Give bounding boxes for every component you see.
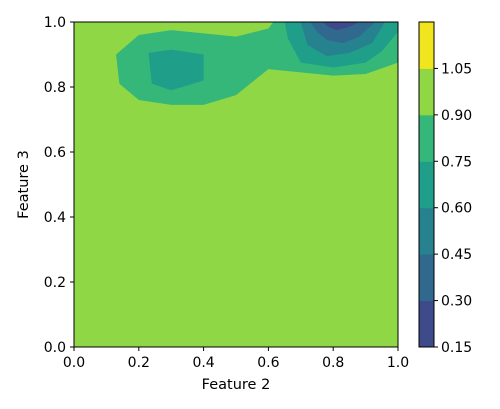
contour-regions [74,22,398,347]
colorbar-tick-label: 0.15 [441,340,472,356]
x-tick-label: 1.0 [387,355,409,371]
colorbar-tick-label: 0.90 [441,108,472,124]
x-tick-label: 0.0 [63,355,85,371]
y-axis-label: Feature 3 [16,150,32,219]
y-tick-label: 0.8 [44,80,66,96]
colorbar-segment [419,300,434,348]
y-tick-label: 0.2 [44,275,66,291]
y-axis-ticks: 0.0 0.2 0.4 0.6 0.8 1.0 [44,15,74,356]
colorbar-tick-label: 0.60 [441,201,472,217]
colorbar-segment [419,161,434,209]
colorbar: 0.15 0.30 0.45 0.60 0.75 0.90 1.05 [418,21,472,356]
contour-region-5 [310,22,376,44]
colorbar-frame [418,21,435,348]
y-tick-label: 0.0 [44,340,66,356]
contour-region-2 [148,49,204,91]
x-tick-label: 0.6 [257,355,279,371]
contour-region-0 [74,22,398,347]
colorbar-tick-label: 1.05 [441,61,472,77]
colorbar-tick-label: 0.30 [441,294,472,310]
y-tick-label: 1.0 [44,15,66,31]
y-tick-label: 0.6 [44,145,66,161]
colorbar-segment [419,68,434,116]
x-axis-ticks: 0.0 0.2 0.4 0.6 0.8 1.0 [63,347,409,371]
colorbar-segment [419,207,434,255]
x-tick-label: 0.8 [322,355,344,371]
colorbar-tick-label: 0.45 [441,247,472,263]
colorbar-segment [419,254,434,302]
x-axis-label: Feature 2 [202,377,271,393]
x-tick-label: 0.4 [192,355,214,371]
contour-region-6 [323,22,360,31]
colorbar-tick-label: 0.75 [441,154,472,170]
x-tick-label: 0.2 [128,355,150,371]
plot-frame [73,21,399,348]
colorbar-segment [419,22,434,69]
colorbar-segment [419,114,434,162]
y-tick-label: 0.4 [44,210,66,226]
